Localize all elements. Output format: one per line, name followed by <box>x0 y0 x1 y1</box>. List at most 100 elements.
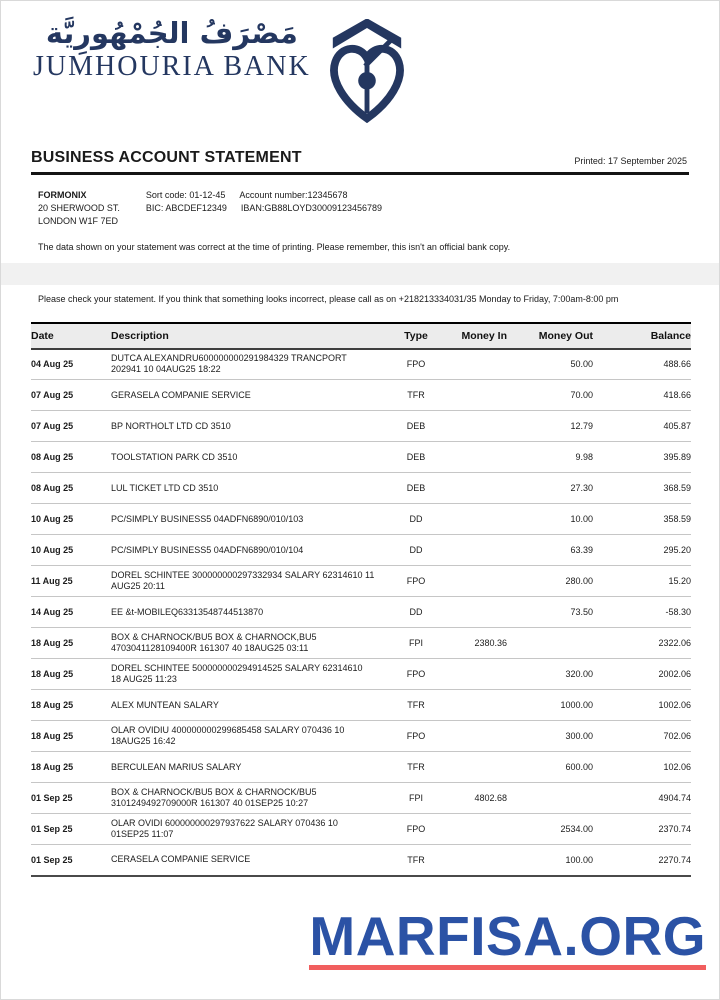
statement-note: The data shown on your statement was cor… <box>38 242 511 253</box>
transaction-money-out: 300.00 <box>507 720 593 753</box>
title-row: BUSINESS ACCOUNT STATEMENT Printed: 17 S… <box>31 149 687 167</box>
iban: IBAN:GB88LOYD30009123456789 <box>240 203 383 214</box>
transaction-money-out: 27.30 <box>507 472 593 505</box>
transaction-type: TFR <box>391 689 441 722</box>
transaction-row: 01 Sep 25 OLAR OVIDI 600000000297937622 … <box>31 813 691 846</box>
transaction-money-out: 12.79 <box>507 410 593 443</box>
transaction-money-out: 1000.00 <box>507 689 593 722</box>
page-title: BUSINESS ACCOUNT STATEMENT <box>31 149 302 166</box>
transaction-type: TFR <box>391 379 441 412</box>
transaction-balance: 2270.74 <box>593 844 691 877</box>
transaction-money-in <box>441 534 507 567</box>
bank-name-latin: JUMHOURIA BANK <box>33 51 311 83</box>
transaction-balance: 1002.06 <box>593 689 691 722</box>
sort-code-line: Sort code: 01-12-45 Account number:12345… <box>146 189 382 202</box>
header-type: Type <box>391 321 441 350</box>
divider-band <box>1 262 719 285</box>
transaction-money-out: 70.00 <box>507 379 593 412</box>
header-money-out: Money Out <box>507 321 593 350</box>
transaction-type: FPI <box>391 782 441 815</box>
account-holder-block: FORMONIX 20 SHERWOOD ST. LONDON W1F 7ED <box>38 189 120 228</box>
transaction-description: GERASELA COMPANIE SERVICE <box>111 379 391 412</box>
transaction-date: 10 Aug 25 <box>31 503 111 536</box>
transaction-description: DUTCA ALEXANDRU600000000291984329 TRANCP… <box>111 348 391 381</box>
transaction-money-out: 2534.00 <box>507 813 593 846</box>
transaction-money-in <box>441 441 507 474</box>
transaction-date: 07 Aug 25 <box>31 379 111 412</box>
transaction-date: 01 Sep 25 <box>31 782 111 815</box>
transaction-money-in <box>441 472 507 505</box>
transaction-description: PC/SIMPLY BUSINESS5 04ADFN6890/010/104 <box>111 534 391 567</box>
transaction-row: 08 Aug 25 TOOLSTATION PARK CD 3510 DEB 9… <box>31 441 691 474</box>
transactions-header: Date Description Type Money In Money Out… <box>31 321 691 350</box>
transaction-row: 10 Aug 25 PC/SIMPLY BUSINESS5 04ADFN6890… <box>31 503 691 536</box>
transaction-date: 08 Aug 25 <box>31 441 111 474</box>
transaction-row: 18 Aug 25 ALEX MUNTEAN SALARY TFR 1000.0… <box>31 689 691 722</box>
transaction-balance: 2370.74 <box>593 813 691 846</box>
transaction-date: 10 Aug 25 <box>31 534 111 567</box>
transaction-money-in <box>441 751 507 784</box>
transaction-money-in <box>441 410 507 443</box>
transaction-description: BOX & CHARNOCK/BU5 BOX & CHARNOCK,BU5 47… <box>111 627 391 660</box>
transaction-date: 01 Sep 25 <box>31 844 111 877</box>
transaction-money-out <box>507 627 593 660</box>
watermark-underline <box>309 965 706 970</box>
transaction-type: TFR <box>391 751 441 784</box>
transaction-description: PC/SIMPLY BUSINESS5 04ADFN6890/010/103 <box>111 503 391 536</box>
header-date: Date <box>31 321 111 350</box>
transaction-date: 18 Aug 25 <box>31 720 111 753</box>
transaction-money-in <box>441 813 507 846</box>
transaction-date: 18 Aug 25 <box>31 627 111 660</box>
transaction-balance: 405.87 <box>593 410 691 443</box>
transaction-row: 18 Aug 25 BOX & CHARNOCK/BU5 BOX & CHARN… <box>31 627 691 660</box>
transaction-row: 07 Aug 25 BP NORTHOLT LTD CD 3510 DEB 12… <box>31 410 691 443</box>
printed-date: Printed: 17 September 2025 <box>574 156 687 166</box>
account-info: FORMONIX 20 SHERWOOD ST. LONDON W1F 7ED … <box>38 189 689 228</box>
transaction-description: BOX & CHARNOCK/BU5 BOX & CHARNOCK/BU5 31… <box>111 782 391 815</box>
transaction-row: 11 Aug 25 DOREL SCHINTEE 300000000297332… <box>31 565 691 598</box>
transaction-balance: 102.06 <box>593 751 691 784</box>
transaction-balance: 358.59 <box>593 503 691 536</box>
transaction-money-in <box>441 348 507 381</box>
transaction-type: FPO <box>391 348 441 381</box>
transaction-money-in: 2380.36 <box>441 627 507 660</box>
transaction-row: 08 Aug 25 LUL TICKET LTD CD 3510 DEB 27.… <box>31 472 691 505</box>
transaction-money-in <box>441 844 507 877</box>
transaction-row: 18 Aug 25 DOREL SCHINTEE 500000000294914… <box>31 658 691 691</box>
transaction-balance: 395.89 <box>593 441 691 474</box>
transaction-date: 08 Aug 25 <box>31 472 111 505</box>
transaction-type: DD <box>391 503 441 536</box>
transaction-date: 07 Aug 25 <box>31 410 111 443</box>
transaction-row: 10 Aug 25 PC/SIMPLY BUSINESS5 04ADFN6890… <box>31 534 691 567</box>
account-number: Account number:12345678 <box>239 190 348 200</box>
transaction-money-in <box>441 658 507 691</box>
account-holder: FORMONIX <box>38 190 87 200</box>
transaction-money-in <box>441 565 507 598</box>
transaction-balance: 702.06 <box>593 720 691 753</box>
transaction-money-in <box>441 689 507 722</box>
transaction-money-out: 100.00 <box>507 844 593 877</box>
transaction-description: OLAR OVIDI 600000000297937622 SALARY 070… <box>111 813 391 846</box>
transaction-date: 11 Aug 25 <box>31 565 111 598</box>
transaction-balance: 368.59 <box>593 472 691 505</box>
bank-logo: مَصْرَفُ الجُمْهُورِيَّة JUMHOURIA BANK <box>1 1 719 125</box>
transaction-date: 18 Aug 25 <box>31 689 111 722</box>
transaction-date: 01 Sep 25 <box>31 813 111 846</box>
transaction-money-out: 50.00 <box>507 348 593 381</box>
transaction-date: 14 Aug 25 <box>31 596 111 629</box>
transaction-type: DEB <box>391 410 441 443</box>
pen-shield-icon <box>329 19 404 123</box>
transaction-description: BERCULEAN MARIUS SALARY <box>111 751 391 784</box>
transaction-description: EE &t-MOBILEQ63313548744513870 <box>111 596 391 629</box>
transaction-money-in <box>441 596 507 629</box>
transaction-type: FPO <box>391 565 441 598</box>
transaction-money-in <box>441 503 507 536</box>
transaction-row: 04 Aug 25 DUTCA ALEXANDRU600000000291984… <box>31 348 691 381</box>
transaction-description: TOOLSTATION PARK CD 3510 <box>111 441 391 474</box>
transaction-row: 14 Aug 25 EE &t-MOBILEQ63313548744513870… <box>31 596 691 629</box>
transaction-date: 18 Aug 25 <box>31 658 111 691</box>
transaction-balance: 418.66 <box>593 379 691 412</box>
transaction-money-out: 63.39 <box>507 534 593 567</box>
bic-iban-line: BIC: ABCDEF12349 IBAN:GB88LOYD3000912345… <box>146 202 382 215</box>
